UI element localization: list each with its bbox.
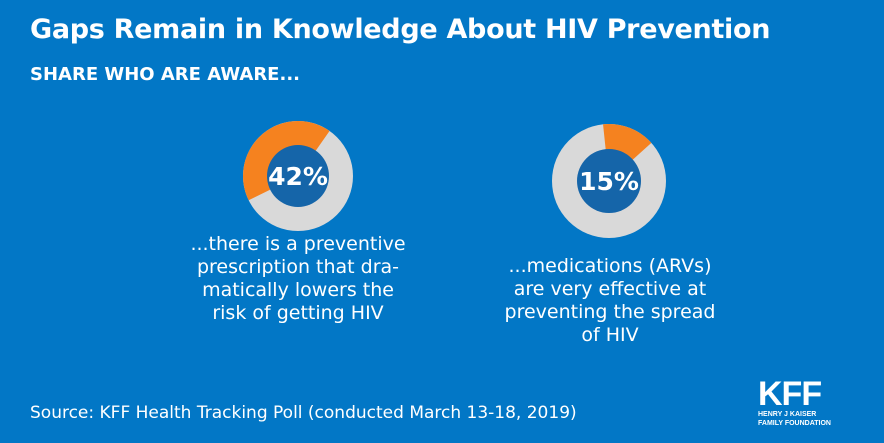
caption-line: are very effective at: [513, 278, 707, 300]
caption-line: prescription that dra-: [196, 256, 400, 278]
source-note: Source: KFF Health Tracking Poll (conduc…: [30, 403, 577, 423]
donut-center: [267, 145, 329, 207]
caption-line: of HIV: [581, 324, 639, 346]
caption-line: ...medications (ARVs): [508, 255, 712, 277]
kff-logo: KFF HENRY J KAISER FAMILY FOUNDATION: [758, 375, 838, 428]
caption-line: preventing the spread: [504, 301, 716, 323]
logo-line: HENRY J KAISER: [758, 411, 817, 418]
subtitle: SHARE WHO ARE AWARE...: [30, 64, 300, 85]
donut-value-label: 42%: [268, 162, 328, 191]
caption-medications: ...medications (ARVs) are very effective…: [480, 255, 740, 347]
page-title: Gaps Remain in Knowledge About HIV Preve…: [30, 14, 771, 45]
donut-center: [577, 149, 641, 213]
caption-line: risk of getting HIV: [212, 302, 384, 324]
caption-prescription: ...there is a preventive prescription th…: [168, 233, 428, 325]
caption-line: ...there is a preventive: [190, 233, 406, 255]
caption-line: matically lowers the: [202, 279, 394, 301]
donut-value-label: 15%: [579, 167, 639, 196]
logo-line: FAMILY FOUNDATION: [758, 420, 831, 427]
logo-text: KFF: [758, 375, 822, 413]
